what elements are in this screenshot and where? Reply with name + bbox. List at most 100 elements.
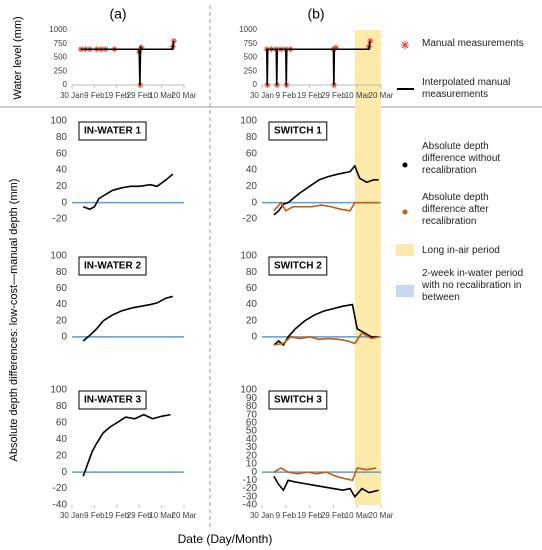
- y-tick-label: 20: [56, 315, 68, 326]
- x-tick-label: 30 Jan: [250, 91, 274, 100]
- x-tick-label: 20 Mar: [369, 91, 394, 100]
- y-tick-label: 10: [246, 459, 258, 470]
- y-tick-label: 0: [253, 80, 258, 89]
- x-tick-label: 9 Feb: [276, 91, 297, 100]
- y-tick-label: 0: [251, 467, 257, 478]
- panel-label: (a): [109, 6, 126, 22]
- y-tick-label: 100: [240, 116, 257, 127]
- panel-title: IN-WATER 3: [84, 395, 141, 406]
- y-tick-label: 0: [61, 197, 67, 208]
- y-tick-label: 750: [54, 39, 68, 48]
- y-tick-label: 80: [246, 401, 258, 412]
- panel-title-box: [268, 390, 328, 410]
- y-tick-label: 250: [244, 66, 258, 75]
- y-tick-label: -20: [243, 214, 258, 225]
- y-tick-label: 500: [54, 53, 68, 62]
- panel-title-box: [78, 121, 147, 141]
- panel-title-box: [268, 256, 328, 276]
- x-tick-label: 10 Mar: [345, 91, 370, 100]
- legend-text: Absolute depth difference without recali…: [422, 141, 501, 176]
- y-tick-label: 0: [61, 467, 67, 478]
- y-axis-label: Absolute depth differences: low-cost—man…: [8, 179, 20, 462]
- x-tick-label: 19 Feb: [297, 91, 322, 100]
- y-tick-label: 40: [246, 299, 258, 310]
- manual-point: [367, 38, 374, 44]
- y-tick-label: 80: [246, 132, 258, 143]
- y-tick-label: 20: [56, 181, 68, 192]
- y-tick-label: 50: [246, 426, 258, 437]
- series-line: [273, 331, 379, 346]
- x-axis-label: Date (Day/Month): [178, 532, 273, 546]
- y-tick-label: 30: [246, 442, 258, 453]
- panel-title: SWITCH 1: [274, 126, 322, 137]
- legend-text: Manual measurements: [422, 38, 524, 49]
- legend-text: Long in-air period: [422, 245, 500, 256]
- x-tick-label: 30 Jan: [250, 511, 274, 520]
- x-tick-label: 19 Feb: [104, 91, 129, 100]
- legend-text: Absolute depth difference after recalibr…: [422, 192, 489, 227]
- y-tick-label: 40: [56, 299, 68, 310]
- spans: [354, 30, 381, 505]
- x-tick-label: 9 Feb: [276, 511, 297, 520]
- y-tick-label: 0: [251, 332, 257, 343]
- x-tick-label: 20 Mar: [369, 511, 394, 520]
- panel-title: IN-WATER 2: [84, 261, 141, 272]
- legend-swatch: [402, 162, 408, 168]
- y-tick-label: 80: [56, 267, 68, 278]
- x-tick-label: 10 Mar: [149, 91, 174, 100]
- x-tick-label: 30 Jan: [60, 511, 84, 520]
- series-line: [82, 295, 173, 342]
- y-tick-label: 100: [50, 116, 67, 127]
- y-tick-label: 500: [244, 53, 258, 62]
- y-tick-label: 60: [56, 283, 68, 294]
- y-tick-label: 60: [246, 417, 258, 428]
- x-tick-label: 29 Feb: [127, 511, 152, 520]
- series-line: [273, 475, 379, 499]
- y-tick-label: 0: [251, 197, 257, 208]
- y-tick-label: 40: [246, 434, 258, 445]
- legend-swatch: [396, 244, 414, 256]
- panel-label: (b): [307, 6, 324, 22]
- y-tick-label: 60: [246, 148, 258, 159]
- series-line: [273, 467, 377, 482]
- panel-title-box: [78, 256, 147, 276]
- x-tick-label: 30 Jan: [60, 91, 84, 100]
- panel-title: SWITCH 2: [274, 261, 322, 272]
- y-tick-label: 1000: [49, 25, 67, 34]
- y-tick-label: -20: [243, 483, 258, 494]
- x-tick-label: 29 Feb: [321, 511, 346, 520]
- panel-title-box: [78, 390, 147, 410]
- y-tick-label: 250: [54, 66, 68, 75]
- x-tick-label: 19 Feb: [297, 511, 322, 520]
- y-tick-label: -10: [243, 475, 258, 486]
- legend-text: Interpolated manual measurements: [422, 77, 511, 100]
- y-tick-label: 90: [246, 393, 258, 404]
- manual-point: [170, 38, 177, 44]
- x-tick-label: 20 Mar: [172, 91, 197, 100]
- y-tick-label: -40: [53, 500, 68, 511]
- y-tick-label: -30: [243, 491, 258, 502]
- series-line: [82, 413, 171, 477]
- x-tick-label: 20 Mar: [172, 511, 197, 520]
- y-tick-label: 40: [56, 165, 68, 176]
- y-tick-label: 750: [244, 39, 258, 48]
- x-tick-label: 9 Feb: [84, 91, 105, 100]
- series-line: [82, 173, 174, 211]
- y-tick-label: 60: [56, 148, 68, 159]
- y-tick-label: 1000: [239, 25, 257, 34]
- series-line: [80, 40, 175, 86]
- y-tick-label: 60: [56, 417, 68, 428]
- x-tick-label: 19 Feb: [104, 511, 129, 520]
- panel-title-box: [268, 121, 328, 141]
- y-tick-label: 20: [246, 315, 258, 326]
- y-tick-label: 80: [56, 132, 68, 143]
- panel-title: SWITCH 3: [274, 395, 322, 406]
- panel-title: IN-WATER 1: [84, 126, 141, 137]
- y-tick-label: 100: [50, 251, 67, 262]
- y-tick-label: 60: [246, 283, 258, 294]
- y-tick-label: 80: [246, 267, 258, 278]
- y-tick-label: -40: [243, 500, 258, 511]
